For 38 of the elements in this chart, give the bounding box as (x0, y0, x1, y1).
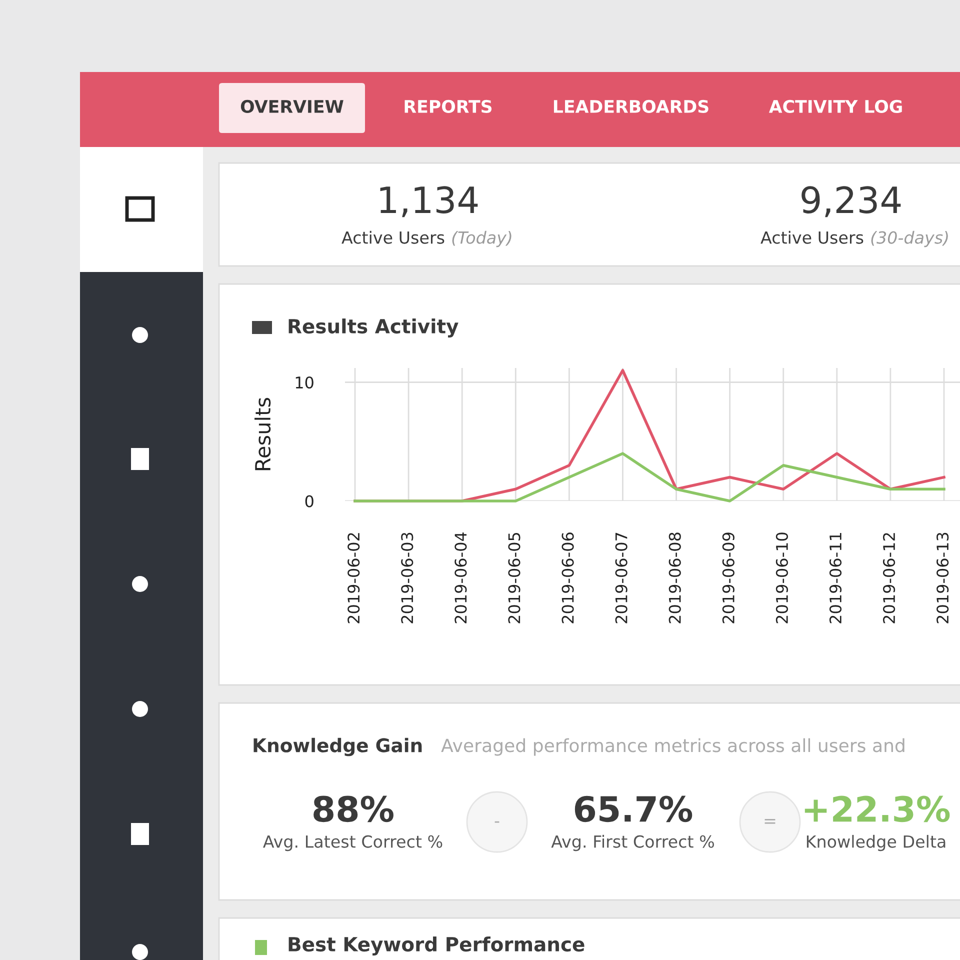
x-tick-label: 2019-06-04 (454, 532, 467, 624)
x-tick-label: 2019-06-03 (401, 532, 414, 624)
text: = (764, 819, 776, 824)
text: (Today) (452, 230, 512, 248)
x-tick-label: 2019-06-06 (562, 532, 574, 624)
text: - (494, 821, 500, 823)
x-tick-label: 2019-06-09 (722, 532, 734, 624)
text: OVERVIEW (240, 100, 344, 114)
text: Averaged performance metrics across all users and (441, 738, 904, 756)
text: Knowledge Gain (254, 738, 422, 756)
text: 9,234 (802, 186, 901, 218)
text: 1,134 (380, 186, 478, 218)
y-tick-label: 10 (296, 376, 314, 389)
x-tick-label: 2019-06-11 (829, 533, 842, 624)
x-tick-label: 2019-06-07 (615, 532, 628, 624)
text: ACTIVITY LOG (768, 100, 902, 114)
x-tick-label: 2019-06-13 (936, 532, 949, 624)
x-tick-label: 2019-06-08 (668, 532, 681, 624)
text: 65.7% (574, 796, 692, 822)
text: +22.3% (804, 796, 950, 822)
x-tick-label: 2019-06-12 (882, 533, 896, 624)
text: Active Users (760, 230, 864, 244)
text: Best Keyword Performance (288, 936, 584, 956)
y-axis-title: Results (254, 398, 271, 470)
text: (30-days) (871, 230, 948, 248)
text: REPORTS (404, 100, 492, 114)
line-series (354, 452, 946, 502)
x-tick-label: 2019-06-10 (776, 532, 788, 624)
y-tick-label: 0 (305, 495, 314, 508)
text: Knowledge Delta (806, 834, 946, 852)
text: Avg. Latest Correct % (263, 835, 442, 852)
text: Avg. First Correct % (551, 834, 714, 852)
chart-title: Results Activity (288, 318, 458, 338)
x-tick-label: 2019-06-02 (348, 533, 360, 624)
text: Active Users (342, 230, 444, 244)
text: 88% (314, 796, 394, 822)
x-tick-label: 2019-06-05 (508, 532, 520, 624)
text: LEADERBOARDS (554, 100, 708, 114)
